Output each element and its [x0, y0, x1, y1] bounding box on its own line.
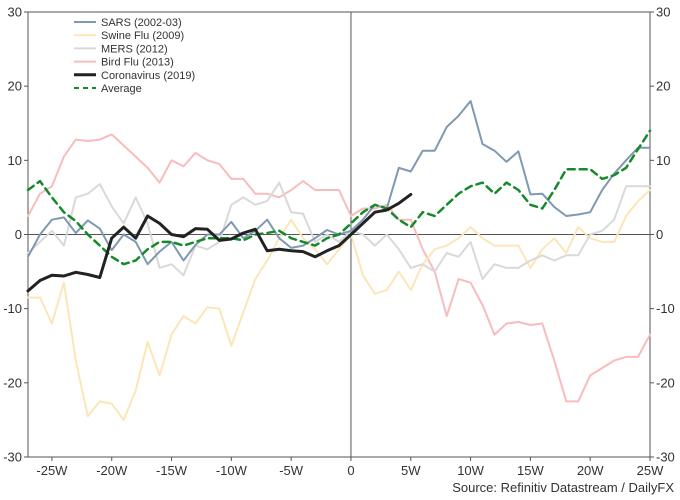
y-tick-label-left: 20: [8, 79, 22, 94]
x-tick-label: 25W: [637, 463, 664, 478]
y-tick-label-left: 10: [8, 153, 22, 168]
legend-label: Swine Flu (2009): [101, 30, 184, 42]
series-layer: [26, 100, 652, 421]
x-tick-label: 0: [347, 463, 354, 478]
y-tick-label-right: -20: [656, 375, 675, 390]
x-tick-label: 15W: [517, 463, 544, 478]
legend-label: SARS (2002-03): [101, 17, 182, 29]
series-line-average: [26, 129, 652, 266]
legend: SARS (2002-03)Swine Flu (2009)MERS (2012…: [74, 17, 195, 95]
x-tick-label: 5W: [401, 463, 421, 478]
axes-layer: -30 -30 -20 -20 -10 -10 0 0 10 10 20 20 30 30 -25W -20W…: [3, 5, 675, 479]
y-tick-label-left: -30: [3, 450, 22, 465]
y-tick-label-right: -10: [656, 301, 675, 316]
y-tick-label-right: 20: [656, 79, 670, 94]
x-tick-label: -20W: [96, 463, 128, 478]
x-tick-label: -15W: [156, 463, 188, 478]
legend-label: Bird Flu (2013): [101, 57, 174, 69]
series-line-swine-flu-2009: [27, 189, 651, 421]
x-tick-label: 10W: [457, 463, 484, 478]
y-tick-label-right: 10: [656, 153, 670, 168]
legend-label: Average: [101, 83, 142, 95]
x-tick-label: -5W: [279, 463, 304, 478]
x-tick-label: -10W: [216, 463, 248, 478]
series-line-bird-flu-2013: [27, 133, 651, 403]
legend-label: Coronavirus (2019): [101, 70, 195, 82]
y-tick-label-right: 30: [656, 5, 670, 20]
y-tick-label-right: 0: [656, 227, 663, 242]
series-line-coronavirus-2019: [26, 192, 413, 293]
y-tick-label-left: -10: [3, 301, 22, 316]
y-tick-label-left: 0: [15, 227, 22, 242]
x-tick-label: -25W: [36, 463, 68, 478]
x-tick-label: 20W: [577, 463, 604, 478]
source-label: Source: Refinitiv Datastream / DailyFX: [452, 480, 674, 495]
y-tick-label-left: 30: [8, 5, 22, 20]
legend-label: MERS (2012): [101, 43, 168, 55]
y-tick-label-left: -20: [3, 375, 22, 390]
y-tick-label-right: -30: [656, 450, 675, 465]
series-line-mers-2012: [27, 181, 651, 280]
